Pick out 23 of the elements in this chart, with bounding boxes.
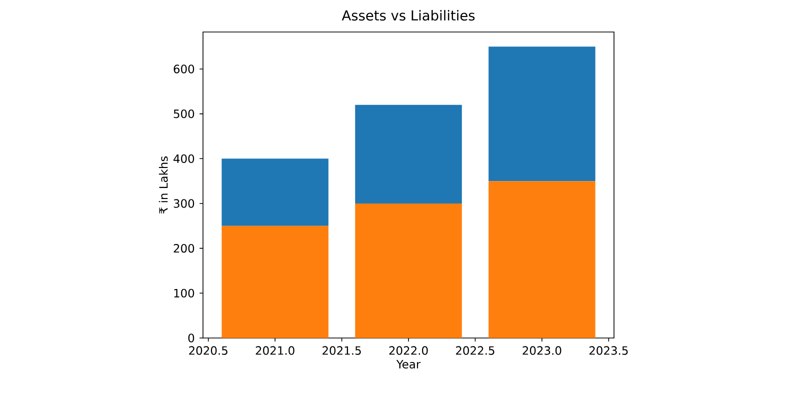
x-tick-label: 2023.0 bbox=[522, 346, 562, 355]
x-tick-label: 2020.5 bbox=[189, 346, 228, 355]
y-tick-label: 0 bbox=[188, 334, 194, 342]
x-tick-label: 2021.5 bbox=[322, 346, 361, 355]
chart-title: Assets vs Liabilities bbox=[342, 10, 475, 21]
y-axis-title: ₹ in Lakhs bbox=[158, 156, 168, 214]
y-tick-label: 200 bbox=[174, 244, 194, 253]
y-tick-label: 400 bbox=[174, 154, 194, 163]
x-axis-title: Year bbox=[396, 360, 421, 369]
bar bbox=[355, 203, 462, 338]
y-tick-label: 600 bbox=[174, 64, 194, 74]
y-tick-label: 500 bbox=[174, 109, 194, 118]
x-tick-label: 2021.0 bbox=[256, 346, 294, 355]
x-tick-label: 2022.5 bbox=[456, 346, 494, 355]
x-tick-label: 2023.5 bbox=[589, 346, 628, 355]
bar bbox=[488, 181, 596, 338]
bar bbox=[488, 46, 596, 182]
y-tick-label: 300 bbox=[174, 199, 194, 208]
y-tick-label: 100 bbox=[174, 288, 194, 298]
bar bbox=[222, 158, 328, 226]
bar bbox=[355, 104, 462, 204]
x-tick-label: 2022.0 bbox=[389, 346, 428, 355]
bar bbox=[222, 226, 328, 338]
